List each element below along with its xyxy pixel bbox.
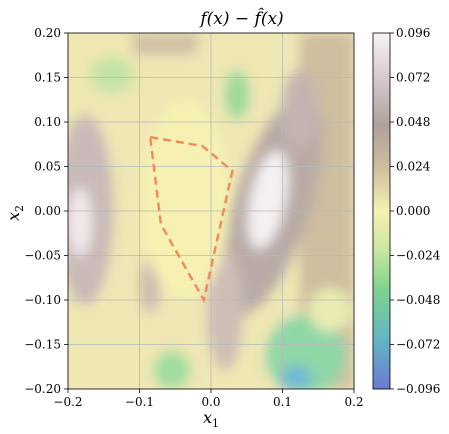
y-tick-label-2: 0.10: [34, 115, 61, 129]
heatmap-region-bottom-ridge: [207, 250, 243, 370]
x-tick-label-3: 0.1: [273, 395, 292, 409]
colorbar-tick-label-7: −0.072: [396, 338, 440, 352]
colorbar-tick-label-0: 0.096: [396, 26, 430, 40]
heatmap-field: [68, 33, 354, 389]
colorbar-ticks: 0.096 0.072 0.048 0.024 0.000 −0.024 −0.048 −0.…: [390, 26, 441, 396]
heatmap-region-bottom-green-a: [154, 352, 190, 388]
x-tick-label-0: −0.2: [53, 395, 82, 409]
x-axis-label-subscript: 1: [212, 417, 219, 430]
colorbar: [372, 32, 391, 390]
y-axis-ticks: 0.20 0.15 0.10 0.05 0.00 −0.05 −0.10 −0.15 −0.20: [24, 26, 68, 396]
heatmap-region-top-right-ridge: [282, 70, 318, 150]
y-tick-label-8: −0.20: [24, 382, 61, 396]
x-axis-label: x1: [203, 408, 219, 430]
y-tick-label-6: −0.10: [24, 293, 61, 307]
y-axis-label-subscript: 2: [13, 205, 26, 212]
heatmap-region-left-peak: [68, 187, 92, 257]
colorbar-tick-label-2: 0.048: [396, 115, 430, 129]
colorbar-tick-label-4: 0.000: [396, 204, 430, 218]
heatmap-region-lower-right-yellow: [308, 288, 352, 332]
heatmap-region-minimum: [280, 366, 312, 389]
y-tick-label-0: 0.20: [34, 26, 61, 40]
heatmap-region-top-green-a: [225, 71, 249, 119]
y-tick-label-5: −0.05: [24, 249, 61, 263]
x-tick-label-2: 0.0: [201, 395, 220, 409]
colorbar-tick-label-5: −0.024: [396, 249, 441, 263]
x-tick-label-1: −0.1: [125, 395, 154, 409]
highlighted-region-outline: [148, 135, 234, 304]
y-tick-label-4: 0.00: [34, 204, 61, 218]
y-tick-label-7: −0.15: [24, 338, 61, 352]
heatmap-region-top-tan: [130, 33, 200, 55]
y-tick-label-3: 0.05: [34, 160, 61, 174]
x-axis-label-main: x: [203, 408, 212, 427]
chart-title: f(x) − f̂(x): [198, 8, 283, 29]
x-axis-ticks: −0.2 −0.1 0.0 0.1 0.2: [53, 389, 364, 409]
y-axis-label-main: x: [4, 212, 23, 221]
y-tick-label-1: 0.15: [34, 71, 61, 85]
heatmap-region-top-green-b: [90, 57, 134, 93]
colorbar-tick-label-1: 0.072: [396, 71, 430, 85]
colorbar-tick-label-8: −0.096: [396, 382, 440, 396]
heatmap-region-right-peak: [247, 150, 289, 250]
colorbar-tick-label-3: 0.024: [396, 160, 431, 174]
heatmap-region-center-zero: [140, 100, 230, 300]
grid-lines: [68, 33, 354, 389]
colorbar-tick-label-6: −0.048: [396, 293, 440, 307]
y-axis-label: x2: [4, 205, 26, 221]
x-tick-label-4: 0.2: [344, 395, 363, 409]
